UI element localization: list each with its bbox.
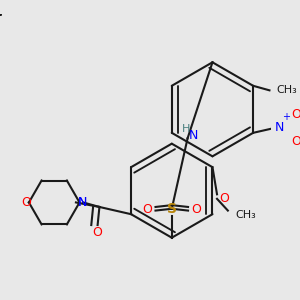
- Text: +: +: [282, 112, 290, 122]
- Text: N: N: [188, 129, 198, 142]
- Text: O: O: [93, 226, 103, 239]
- Text: O: O: [292, 135, 300, 148]
- Text: N: N: [78, 196, 87, 209]
- Text: O: O: [142, 203, 152, 216]
- Text: CH₃: CH₃: [277, 85, 297, 95]
- Text: H: H: [182, 124, 190, 134]
- Text: O: O: [191, 203, 201, 216]
- Text: O: O: [21, 196, 31, 209]
- Text: S: S: [167, 202, 177, 216]
- Text: N: N: [78, 196, 87, 209]
- Text: ⁻: ⁻: [299, 135, 300, 148]
- Text: O: O: [292, 108, 300, 121]
- Text: O: O: [219, 192, 229, 205]
- Text: N: N: [275, 121, 284, 134]
- Text: CH₃: CH₃: [235, 210, 256, 220]
